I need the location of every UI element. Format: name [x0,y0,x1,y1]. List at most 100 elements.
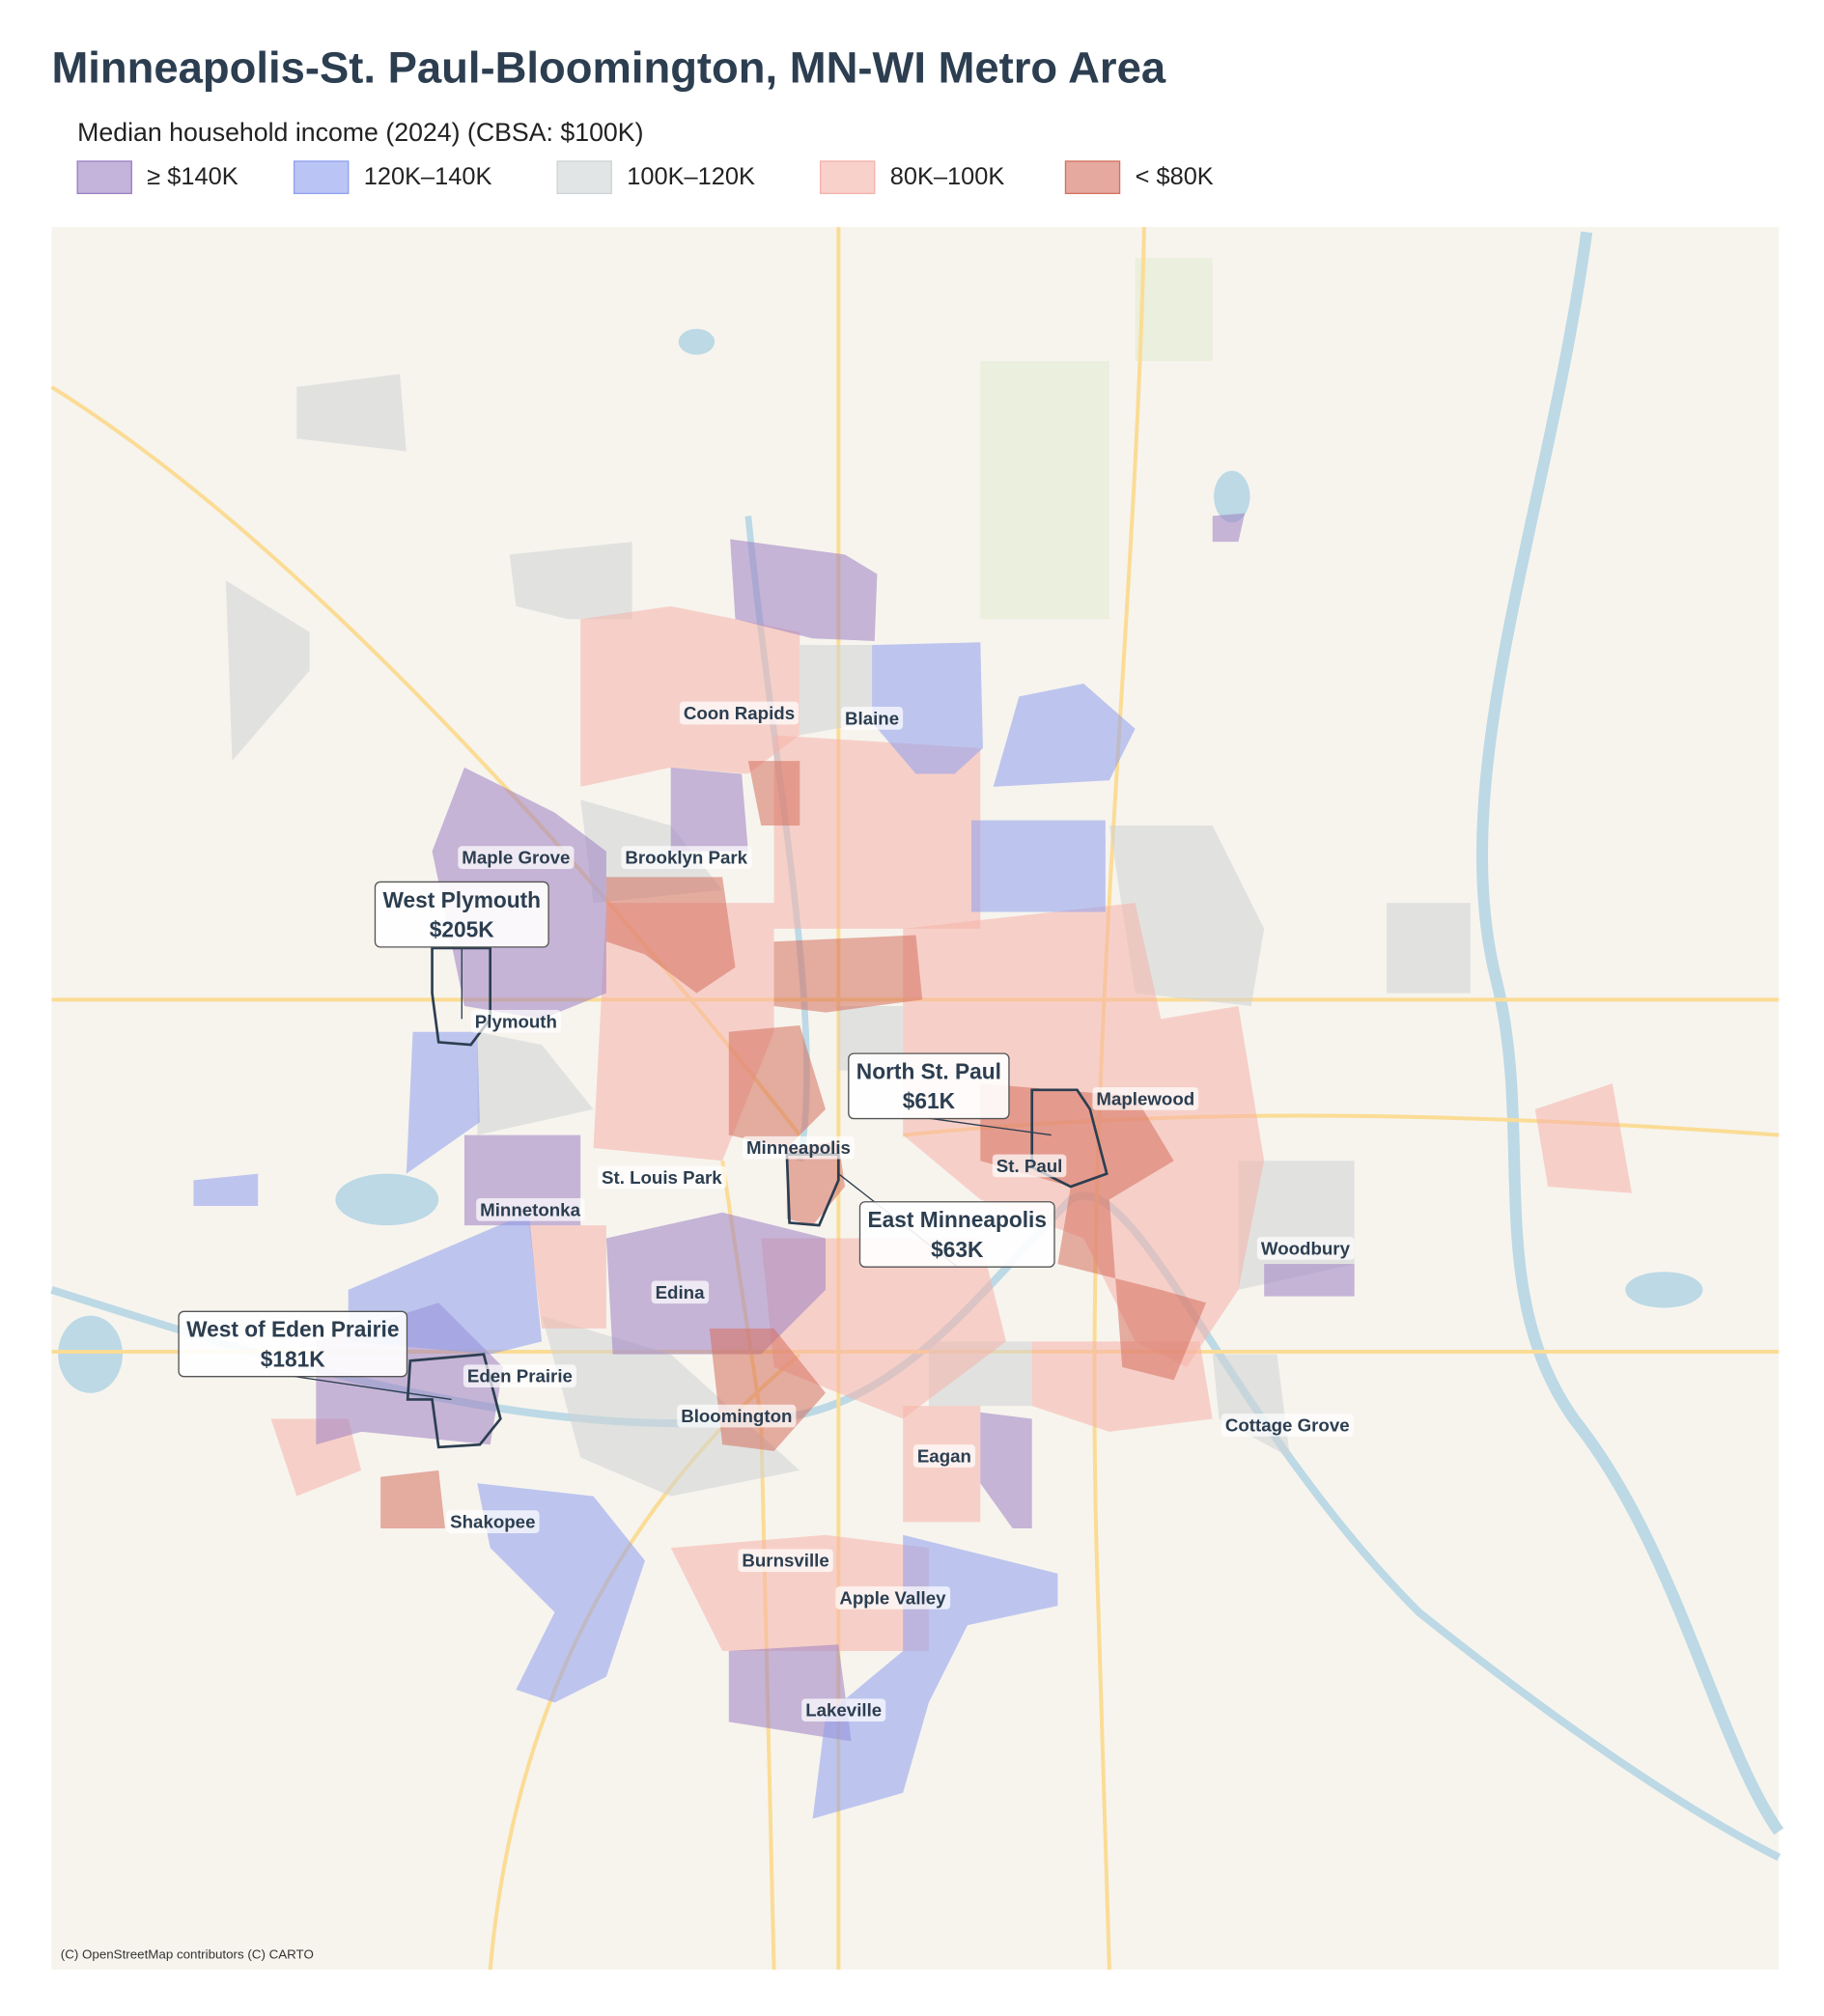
place-label-bg [621,846,752,869]
income-region [406,1031,480,1174]
river [1476,231,1784,1835]
legend-swatch [1064,160,1121,195]
leader-line [928,1117,1052,1136]
place-labels: Coon Rapids Blaine Maple Grove Brooklyn Par… [446,701,1355,1722]
place-label: Eden Prairie [467,1366,573,1386]
district-outline [431,946,491,1047]
legend-label: 120K–140K [364,163,492,190]
place-label-bg [458,846,575,869]
income-region [1387,903,1471,994]
place-label-bg [446,1510,540,1533]
income-region [1264,1264,1355,1297]
lake [58,1315,123,1393]
income-region [730,539,878,641]
legend-label: 100K–120K [627,163,755,190]
place-label: Burnsville [742,1551,828,1571]
callout-name: East Minneapolis [868,1207,1047,1232]
place-label: Edina [656,1282,705,1302]
legend-swatch [819,160,876,195]
callout-value: $61K [903,1088,956,1113]
place-label: St. Louis Park [602,1167,722,1188]
legend-swatch [556,160,612,195]
place-label-bg [912,1444,975,1468]
place-label-bg [841,707,904,730]
place-label: Minnetonka [480,1199,580,1219]
income-region [270,1418,362,1497]
income-region [747,761,800,826]
callout-value: $205K [430,917,495,942]
income-region [1108,825,1265,1006]
income-region [528,1225,606,1329]
income-region [193,1173,259,1207]
park [980,361,1109,620]
callout-value: $181K [261,1346,326,1371]
place-label: Lakeville [805,1700,882,1721]
callout-name: West Plymouth [382,887,541,912]
place-label-bg [677,1404,797,1428]
income-region [773,935,923,1013]
place-label: Cottage Grove [1225,1414,1350,1435]
place-label-bg [992,1154,1067,1178]
lake [335,1173,439,1226]
place-label: Coon Rapids [684,703,795,723]
place-label: Blaine [845,708,899,728]
place-label: Plymouth [475,1011,557,1031]
legend-label: < $80K [1136,163,1214,190]
place-label-bg [598,1165,727,1190]
place-label: Eagan [917,1445,971,1466]
income-region [670,767,748,852]
leader-line [293,1375,452,1401]
lake [1625,1272,1703,1308]
legend-title: Median household income (2024) (CBSA: $1… [77,118,643,147]
income-region [1534,1083,1632,1193]
place-label-bg [835,1586,951,1610]
income-region [970,820,1106,912]
income-region [542,1315,800,1497]
callout-box [374,881,549,948]
callout-box [858,1201,1055,1268]
title: Minneapolis-St. Paul-Bloomington, MN-WI … [51,42,1165,92]
income-region [1212,513,1246,543]
park [1135,258,1213,362]
income-region [670,1534,929,1651]
income-region [773,735,981,929]
callout-value: $63K [931,1237,984,1262]
income-region [477,1031,594,1135]
callouts: West Plymouth $205K North St. Paul $61K East… [178,881,1055,1401]
place-label: St. Paul [996,1156,1063,1176]
place-label-bg [801,1698,886,1722]
income-region [296,374,407,452]
income-region [993,684,1136,787]
place-label-bg [679,701,800,725]
place-label: Maplewood [1096,1088,1194,1108]
place-label-bg [1221,1414,1354,1437]
attribution: (C) OpenStreetMap contributors (C) CARTO [61,1947,314,1962]
legend-label: ≥ $140K [147,163,238,190]
income-region [980,1412,1032,1529]
place-label-bg [738,1549,833,1573]
place-label: Woodbury [1261,1238,1351,1258]
income-region [380,1470,445,1529]
place-label: Brooklyn Park [625,848,747,868]
legend: ≥ $140K 120K–140K 100K–120K 80K–100K < $80K [76,160,1214,195]
callout-name: North St. Paul [856,1058,1001,1083]
income-region [605,877,736,994]
place-label: Bloomington [681,1406,792,1426]
place-label: Shakopee [450,1512,535,1532]
place-label-bg [742,1135,855,1160]
legend-label: 80K–100K [890,163,1005,190]
place-label: Apple Valley [839,1587,946,1608]
lake [678,328,716,355]
legend-swatch [76,160,132,195]
place-label-bg [470,1009,561,1033]
income-region [509,542,632,620]
lake [1214,470,1250,523]
place-label: Maple Grove [462,848,570,868]
income-region [728,1025,826,1148]
income-region [872,642,983,774]
place-label-bg [651,1280,710,1304]
place-label-bg [463,1364,576,1388]
income-region [580,605,800,787]
income-region [225,580,310,762]
callout-name: West of Eden Prairie [186,1317,399,1342]
